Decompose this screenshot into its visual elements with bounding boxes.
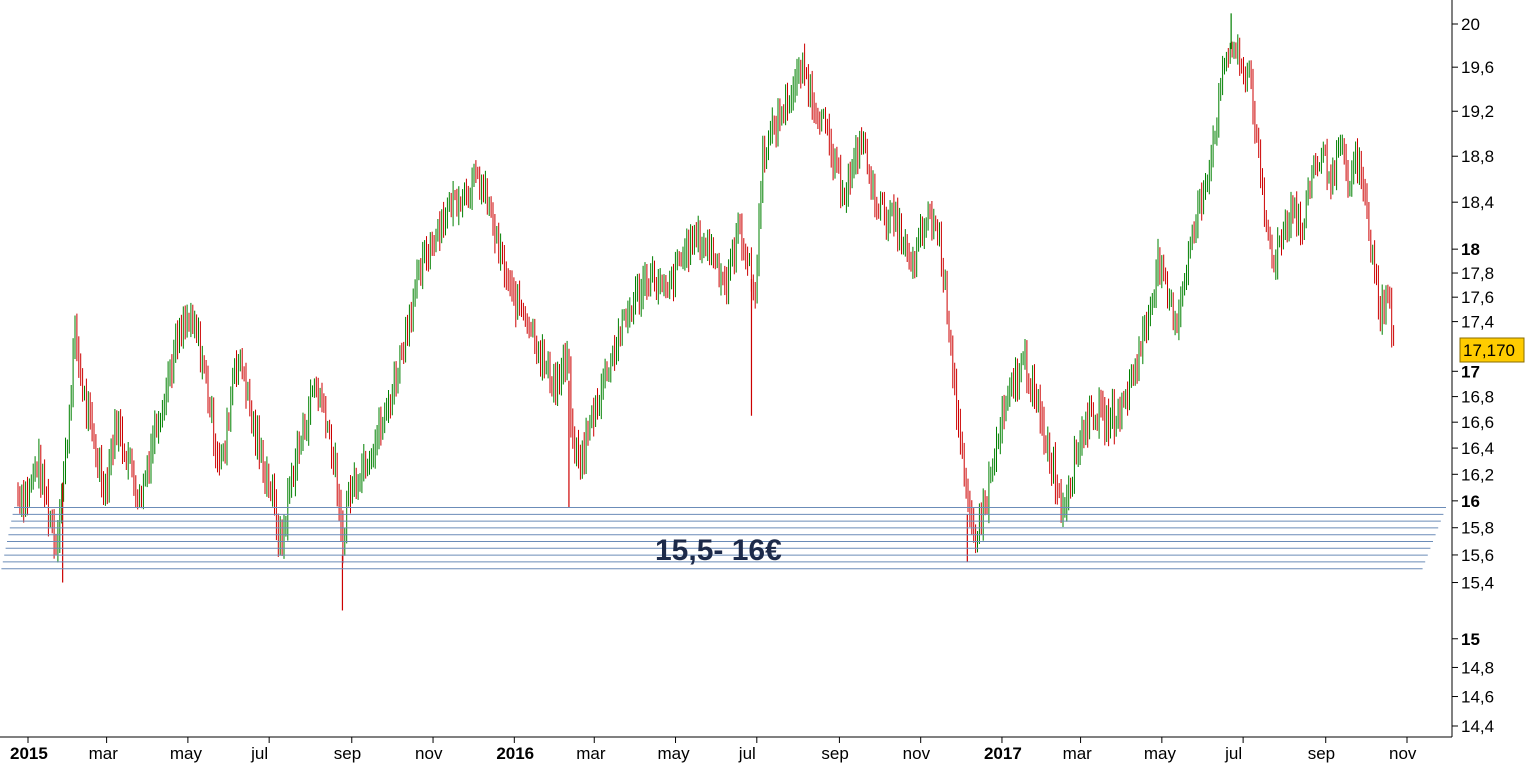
y-tick-label: 18,4 — [1461, 193, 1494, 212]
x-tick-label: 2017 — [984, 744, 1022, 763]
x-tick-label: jul — [250, 744, 268, 763]
support-zone-label: 15,5- 16€ — [655, 534, 782, 567]
y-tick-label: 15 — [1461, 630, 1480, 649]
x-tick-label: mar — [89, 744, 119, 763]
x-tick-label: sep — [1308, 744, 1335, 763]
y-tick-label: 17,6 — [1461, 288, 1494, 307]
support-zone — [1, 507, 1446, 570]
x-axis: 2015 mar may jul sep nov 2016 mar may jul sep nov 20… — [10, 737, 1417, 763]
x-tick-label: mar — [576, 744, 606, 763]
y-axis: 14,4 14,6 14,8 15 15,4 15,6 15,8 16 16,2 16,4 16,6… — [1452, 15, 1494, 736]
x-tick-label: nov — [1389, 744, 1417, 763]
x-tick-label: may — [658, 744, 691, 763]
y-tick-label: 15,4 — [1461, 574, 1494, 593]
y-tick-label: 14,8 — [1461, 658, 1494, 677]
y-tick-label: 18,8 — [1461, 147, 1494, 166]
x-tick-label: jul — [738, 744, 756, 763]
last-price-tag: 17,170 — [1459, 337, 1525, 363]
x-tick-label: may — [170, 744, 203, 763]
x-tick-label: may — [1144, 744, 1177, 763]
x-tick-label: nov — [415, 744, 443, 763]
y-tick-label: 16,8 — [1461, 388, 1494, 407]
y-tick-label: 17 — [1461, 362, 1480, 381]
y-tick-label: 14,6 — [1461, 688, 1494, 707]
y-tick-label: 19,6 — [1461, 58, 1494, 77]
y-tick-label: 20 — [1461, 15, 1480, 34]
x-tick-label: sep — [821, 744, 848, 763]
x-tick-label: jul — [1224, 744, 1242, 763]
y-tick-label: 16,6 — [1461, 413, 1494, 432]
y-tick-label: 16 — [1461, 492, 1480, 511]
y-tick-label: 15,8 — [1461, 519, 1494, 538]
x-tick-label: 2015 — [10, 744, 48, 763]
y-tick-label: 18 — [1461, 240, 1480, 259]
price-bars — [17, 13, 1395, 611]
x-tick-label: 2016 — [496, 744, 534, 763]
y-tick-label: 14,4 — [1461, 717, 1494, 736]
y-tick-label: 17,8 — [1461, 264, 1494, 283]
y-tick-label: 16,2 — [1461, 465, 1494, 484]
x-tick-label: mar — [1063, 744, 1093, 763]
y-tick-label: 17,4 — [1461, 313, 1494, 332]
y-tick-label: 16,4 — [1461, 439, 1494, 458]
last-price-tag-text: 17,170 — [1463, 341, 1515, 360]
x-tick-label: sep — [334, 744, 361, 763]
x-tick-label: nov — [903, 744, 931, 763]
last-price-tag-box — [1459, 337, 1525, 363]
y-tick-label: 19,2 — [1461, 102, 1494, 121]
y-tick-label: 15,6 — [1461, 546, 1494, 565]
